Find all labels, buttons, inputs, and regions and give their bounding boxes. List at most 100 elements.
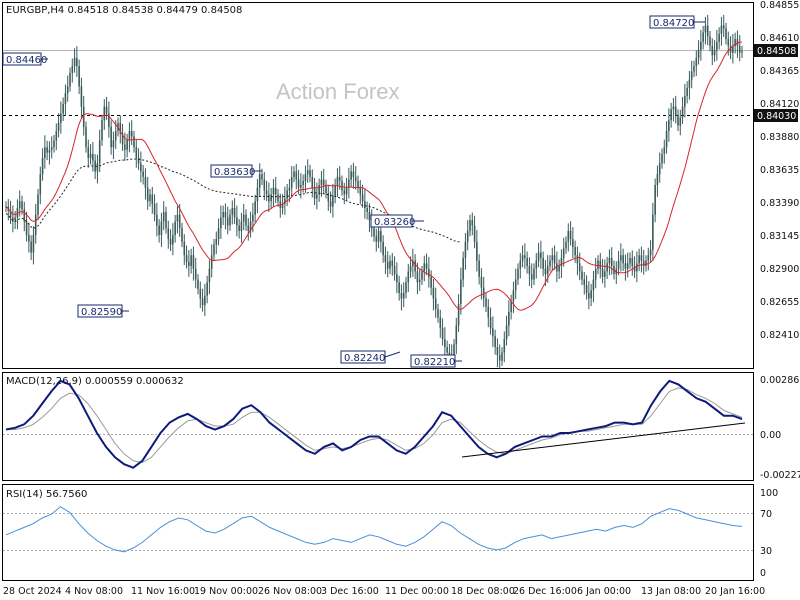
candle-body [544,268,547,275]
candle-body [553,255,556,264]
macd-trendline [461,422,746,458]
candle-body [448,352,451,356]
price-tag-bg [754,44,798,57]
candle-body [311,176,314,188]
candle-body [316,194,318,199]
candle-body [105,106,108,114]
candle-body [135,147,138,158]
candle-body [556,263,558,272]
candle-body [567,230,570,242]
level-label-84460: 0.84460 [2,52,48,66]
candle-body [478,260,480,277]
candle-body [462,257,464,280]
candle-body [313,187,316,199]
candle-body [700,41,702,50]
candle-body [652,214,654,250]
candle-body [240,221,243,231]
candle-body [192,255,195,269]
candle-body [345,187,348,195]
x-tick-label: 19 Nov 00:00 [194,586,258,597]
candle-body [169,239,172,245]
candle-body [201,298,204,306]
candle-body [238,225,240,231]
candle-body [421,271,423,280]
price-tag-bg [754,109,798,122]
candle-body [373,228,375,237]
candle-body [601,268,604,277]
candle-body [249,221,252,231]
candle-body [286,190,288,199]
x-tick-label: 26 Nov 08:00 [258,586,322,597]
moving-average-line [5,41,743,311]
candle-body [533,268,535,280]
candle-body [649,249,652,256]
candle-body [188,261,190,267]
candle-body [252,214,254,222]
candle-body [402,293,405,299]
candle-body [446,347,448,353]
candle-body [263,179,266,191]
candle-body [677,114,679,126]
candle-body [297,179,300,188]
candle-body [418,279,421,283]
candle-body [162,212,165,222]
y-tick-label: 0.84855 [760,0,799,11]
candle-body [181,228,183,242]
candle-body [217,228,220,240]
candle-body [393,266,396,275]
candle-body [606,263,608,272]
x-tick-label: 26 Dec 16:00 [513,586,577,597]
candle-body [594,268,597,280]
candle-body [14,217,16,222]
candle-body [645,260,647,267]
candle-body [71,66,74,73]
candle-body [585,284,588,294]
candle-body [85,126,87,148]
candle-body [366,207,368,213]
level-label-83260: 0.83260 [370,214,424,228]
price-tag-text: 0.84508 [757,46,796,57]
candle-body [236,217,238,226]
candle-body [34,214,37,235]
candle-body [21,201,23,210]
candle-body [53,140,55,148]
x-tick-label: 28 Oct 2024 [3,586,62,597]
candle-body [197,279,199,290]
candle-body [270,194,272,202]
candle-body [229,214,231,226]
candle-body [658,163,661,175]
candle-body [706,25,709,37]
candle-body [151,194,154,204]
level-label-84720: 0.84720 [649,15,705,29]
candle-body [149,194,151,202]
candle-body [444,338,446,348]
candle-body [112,140,115,148]
candle-body [142,171,144,177]
candle-body [485,298,487,307]
candle-body [167,228,170,240]
candle-body [631,257,634,267]
candle-body [398,282,400,294]
macd-line [5,379,743,469]
candle-body [414,260,416,272]
candle-body [716,41,718,50]
candle-body [578,263,581,272]
rsi-panel [2,484,754,581]
candle-body [718,33,720,42]
candle-body [498,355,501,361]
candle-body [434,298,437,310]
candle-body [588,293,590,299]
candle-body [220,217,222,229]
candle-body [396,274,398,283]
candle-body [233,207,236,218]
candle-body [409,266,412,272]
candle-body [704,25,707,33]
candle-body [272,187,275,195]
candle-body [199,289,202,299]
candle-body [738,45,741,53]
candle-body [12,217,14,222]
candle-body [261,174,263,180]
level-connector [384,351,401,358]
candle-body [32,234,35,253]
candle-body [352,171,355,177]
